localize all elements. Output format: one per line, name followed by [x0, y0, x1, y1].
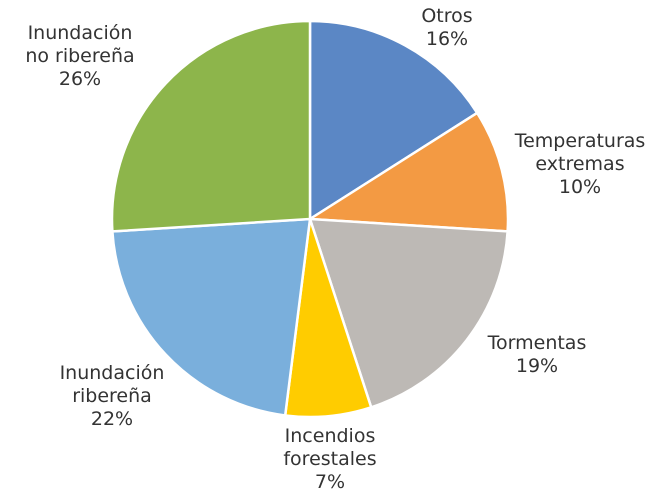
pie-slice — [111, 217, 312, 417]
pie-slice — [308, 19, 479, 222]
value-label: 16% — [425, 28, 469, 50]
slice-label: Inundación no ribereña 26% — [15, 22, 145, 91]
category-label: Tormentas — [487, 332, 587, 354]
category-label: Incendios forestales — [283, 425, 377, 470]
category-label: Otros — [421, 5, 473, 27]
slice-label: Temperaturas extremas 10% — [493, 130, 662, 199]
pie-slice — [110, 19, 312, 233]
slice-label: Otros 16% — [387, 5, 507, 51]
category-label: Temperaturas extremas — [514, 130, 646, 175]
value-label: 26% — [58, 68, 102, 90]
slice-label: Incendios forestales 7% — [263, 425, 398, 494]
slice-label: Tormentas 19% — [462, 332, 612, 378]
value-label: 22% — [90, 408, 134, 430]
pie-slice — [308, 217, 509, 409]
category-label: Inundación ribereña — [59, 362, 165, 407]
value-label: 19% — [515, 355, 559, 377]
category-label: Inundación no ribereña — [25, 22, 135, 67]
value-label: 7% — [314, 471, 346, 493]
pie-slice — [306, 111, 510, 233]
value-label: 10% — [558, 176, 602, 198]
slice-label: Inundación ribereña 22% — [42, 362, 182, 431]
